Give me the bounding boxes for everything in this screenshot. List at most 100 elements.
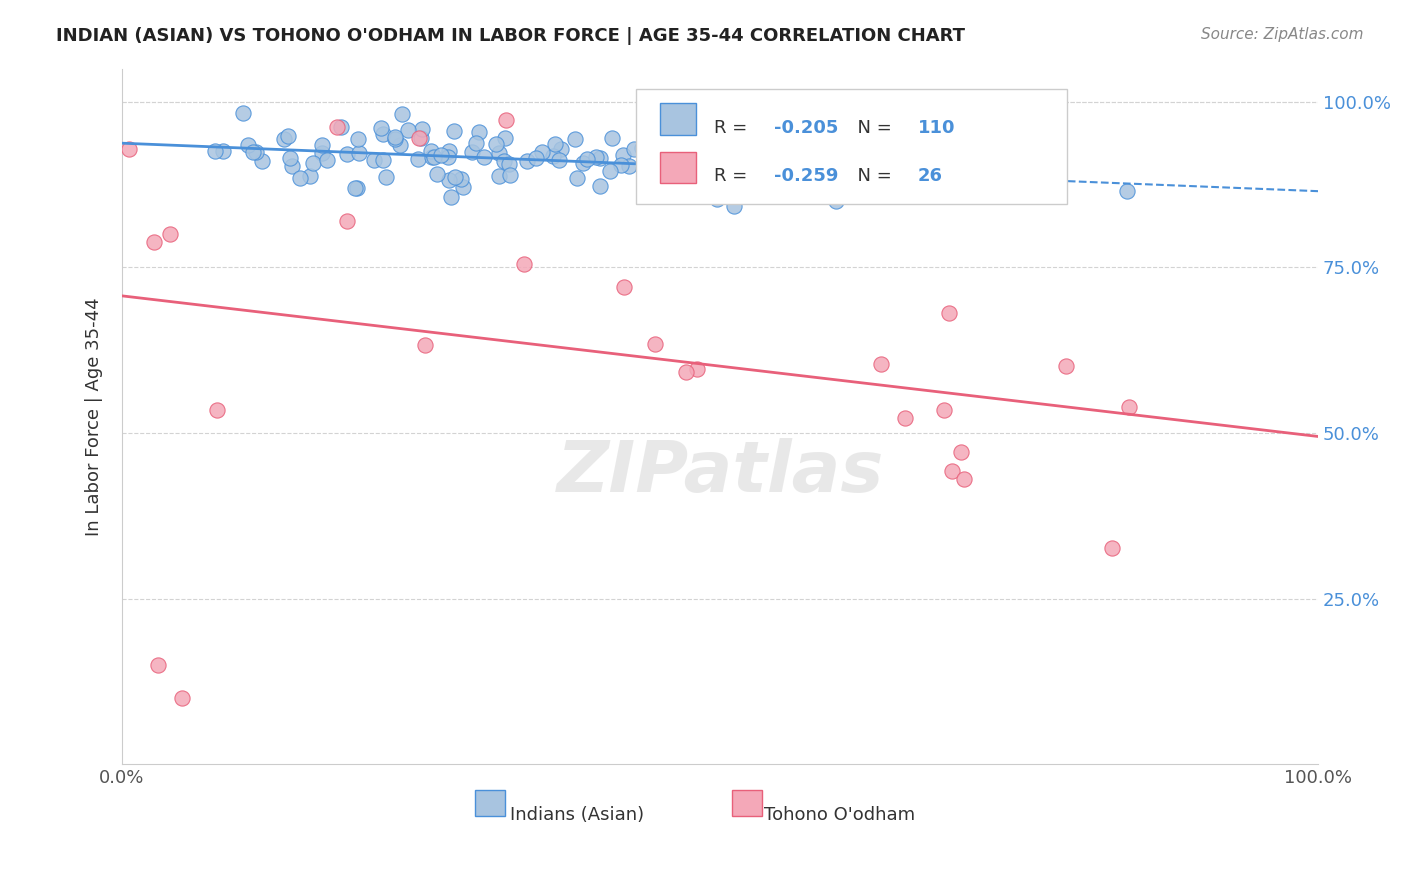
Point (205, 402, 228, 417)
Point (962, 154, 984, 169)
Point (384, 132, 406, 146)
Point (824, 194, 846, 208)
Point (346, 181, 368, 195)
Point (524, 152, 547, 166)
Point (311, 138, 333, 153)
Point (754, 165, 776, 179)
Point (242, 145, 264, 159)
Point (346, 132, 368, 146)
Point (938, 306, 960, 320)
Point (391, 107, 413, 121)
Y-axis label: In Labor Force | Age 35-44: In Labor Force | Age 35-44 (86, 297, 103, 536)
Point (613, 280, 636, 294)
Point (389, 138, 412, 153)
Point (737, 170, 759, 185)
Point (915, 157, 938, 171)
Point (488, 145, 510, 160)
Point (231, 105, 253, 120)
Point (450, 172, 472, 186)
Point (644, 336, 666, 351)
Point (288, 171, 311, 186)
Point (571, 156, 593, 170)
Point (396, 123, 419, 137)
Point (636, 172, 658, 186)
Point (941, 464, 963, 478)
Point (499, 168, 522, 182)
Text: INDIAN (ASIAN) VS TOHONO O'ODHAM IN LABOR FORCE | AGE 35-44 CORRELATION CHART: INDIAN (ASIAN) VS TOHONO O'ODHAM IN LABO… (56, 27, 966, 45)
Text: -0.259: -0.259 (773, 168, 838, 186)
Point (211, 144, 233, 158)
Text: 26: 26 (918, 168, 942, 186)
Point (498, 157, 520, 171)
Point (589, 179, 612, 194)
Point (159, 227, 181, 241)
Point (1056, 359, 1078, 373)
Point (513, 257, 536, 271)
Point (1118, 400, 1140, 414)
Point (770, 164, 793, 178)
Point (872, 134, 894, 148)
Point (406, 152, 429, 166)
FancyBboxPatch shape (475, 790, 505, 816)
Point (336, 146, 359, 161)
Point (465, 136, 488, 150)
Point (693, 142, 716, 156)
Point (409, 130, 432, 145)
Point (640, 158, 662, 172)
FancyBboxPatch shape (661, 152, 696, 184)
Point (336, 213, 359, 227)
Point (612, 147, 634, 161)
Point (326, 120, 349, 135)
Point (585, 150, 607, 164)
Point (118, 142, 141, 156)
Point (575, 152, 598, 166)
Point (299, 169, 322, 184)
Point (315, 153, 337, 167)
Point (430, 148, 453, 162)
Point (530, 145, 553, 159)
Point (1101, 541, 1123, 556)
Point (170, 691, 193, 706)
Point (953, 472, 976, 486)
Point (281, 159, 304, 173)
Point (302, 156, 325, 170)
FancyBboxPatch shape (661, 103, 696, 135)
Point (204, 144, 226, 158)
Point (541, 149, 564, 163)
Point (373, 127, 395, 141)
Point (668, 149, 690, 163)
Point (472, 150, 495, 164)
Point (686, 362, 709, 376)
Point (799, 187, 821, 202)
Point (273, 132, 295, 146)
Text: Indians (Asian): Indians (Asian) (509, 806, 644, 824)
Point (827, 177, 849, 191)
Point (673, 143, 696, 157)
Point (437, 145, 460, 159)
FancyBboxPatch shape (637, 89, 1067, 204)
Point (950, 444, 973, 458)
Point (451, 179, 474, 194)
Point (637, 168, 659, 182)
Text: -0.205: -0.205 (773, 119, 838, 136)
Point (599, 164, 621, 178)
Point (690, 172, 713, 186)
Point (423, 150, 446, 164)
Point (547, 153, 569, 167)
Point (630, 141, 652, 155)
Point (699, 144, 721, 158)
Point (436, 150, 458, 164)
Point (1116, 184, 1139, 198)
Text: R =: R = (714, 168, 754, 186)
Point (589, 151, 612, 165)
Point (461, 145, 484, 159)
Point (751, 160, 773, 174)
Point (564, 132, 586, 146)
Point (375, 170, 398, 185)
Point (623, 143, 645, 157)
Point (637, 170, 659, 185)
Point (370, 120, 392, 135)
Point (488, 169, 510, 184)
Point (785, 161, 807, 175)
Point (484, 136, 506, 151)
